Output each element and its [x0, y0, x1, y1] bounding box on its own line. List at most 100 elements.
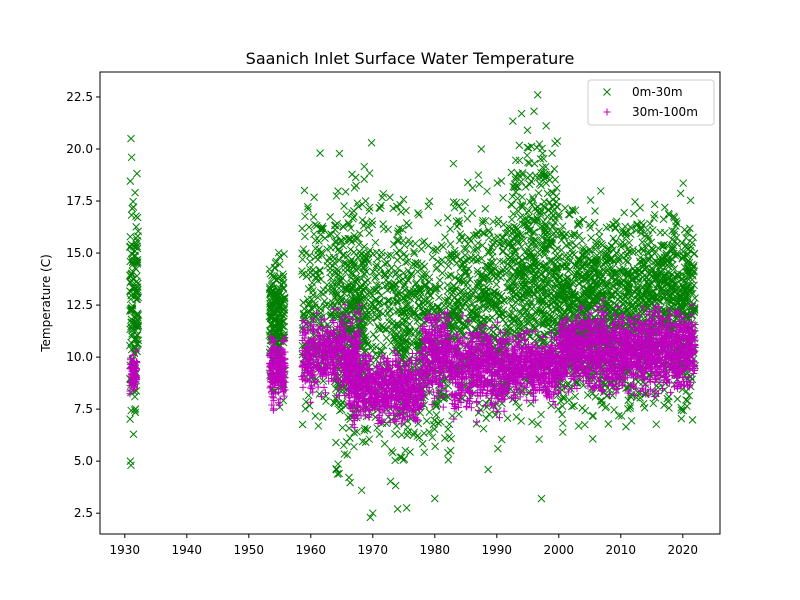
x-marker-point — [134, 340, 142, 348]
y-axis-label: Temperature (C) — [39, 254, 53, 353]
x-marker-point — [346, 301, 355, 310]
x-marker-point — [274, 302, 283, 311]
x-marker-point — [129, 257, 137, 266]
x-marker-point — [306, 257, 314, 266]
x-marker-point — [133, 340, 141, 348]
x-marker-point — [350, 442, 358, 451]
x-marker-point — [355, 229, 364, 238]
x-marker-point — [316, 266, 324, 274]
x-marker-point — [305, 251, 314, 260]
x-marker-point — [337, 236, 346, 245]
x-marker-point — [272, 328, 281, 336]
x-marker-point — [269, 286, 278, 295]
x-marker-point — [300, 186, 309, 195]
x-marker-point — [303, 202, 312, 211]
x-marker-point — [339, 241, 348, 250]
x-marker-point — [133, 286, 142, 294]
x-marker-point — [267, 305, 275, 314]
data-series-layer — [125, 91, 699, 522]
x-marker-point — [128, 283, 137, 292]
x-marker-point — [314, 319, 323, 328]
x-marker-point — [314, 247, 322, 255]
x-marker-point — [323, 320, 332, 329]
x-marker-point — [332, 192, 341, 200]
x-marker-point — [133, 213, 142, 222]
x-marker-point — [305, 223, 313, 231]
x-marker-point — [355, 240, 363, 249]
x-marker-point — [316, 267, 324, 276]
x-marker-point — [128, 250, 137, 259]
x-marker-point — [298, 420, 307, 429]
x-marker-point — [275, 252, 284, 261]
x-marker-point — [132, 277, 141, 286]
x-marker-point — [298, 249, 306, 258]
x-marker-point — [305, 301, 313, 309]
x-marker-point — [317, 226, 325, 235]
x-marker-point — [271, 259, 280, 267]
x-marker-point — [334, 187, 342, 195]
x-marker-point — [318, 222, 327, 231]
x-marker-point — [270, 274, 279, 282]
x-marker-point — [134, 227, 143, 236]
x-marker-point — [129, 430, 138, 439]
x-marker-point — [302, 249, 310, 258]
x-marker-point — [279, 279, 288, 287]
x-marker-point — [267, 313, 275, 321]
x-marker-point — [317, 224, 326, 233]
x-marker-point — [127, 211, 136, 220]
x-marker-point — [298, 224, 307, 233]
x-marker-point — [129, 203, 138, 212]
x-marker-point — [298, 270, 307, 279]
x-marker-point — [302, 397, 310, 406]
x-marker-point — [132, 234, 140, 242]
x-marker-point — [131, 408, 140, 417]
x-marker-point — [277, 280, 286, 289]
x-marker-point — [321, 302, 330, 311]
x-marker-point — [310, 193, 319, 202]
x-marker-point — [128, 304, 137, 313]
x-marker-point — [132, 265, 140, 274]
x-marker-point — [317, 275, 325, 284]
x-marker-point — [133, 236, 141, 245]
x-marker-point — [316, 305, 325, 313]
x-marker-point — [278, 322, 287, 331]
x-marker-point — [133, 316, 141, 325]
x-marker-point — [265, 265, 274, 274]
chart-title: Saanich Inlet Surface Water Temperature — [246, 49, 575, 68]
x-marker-point — [127, 291, 136, 300]
x-marker-point — [131, 188, 139, 197]
x-marker-point — [272, 315, 280, 323]
x-marker-point — [134, 321, 143, 330]
x-marker-point — [326, 213, 335, 221]
x-marker-point — [126, 272, 135, 280]
x-marker-point — [131, 405, 140, 413]
x-marker-point — [133, 242, 141, 251]
x-marker-point — [304, 285, 313, 293]
x-marker-point — [314, 422, 323, 430]
x-marker-point — [131, 392, 139, 401]
x-marker-point — [311, 220, 319, 229]
x-marker-point — [279, 312, 288, 320]
x-marker-point — [345, 220, 353, 229]
x-marker-point — [304, 391, 313, 400]
x-marker-point — [126, 177, 135, 185]
x-marker-point — [126, 232, 135, 241]
x-marker-point — [333, 219, 342, 228]
x-marker-point — [311, 412, 320, 420]
x-marker-point — [318, 413, 327, 422]
x-marker-point — [267, 282, 276, 290]
x-marker-point — [301, 232, 309, 241]
x-marker-point — [324, 286, 333, 295]
x-marker-point — [126, 415, 134, 423]
x-marker-point — [321, 234, 329, 243]
x-marker-point — [278, 276, 287, 284]
x-marker-point — [317, 320, 326, 328]
x-marker-point — [126, 325, 134, 334]
x-marker-point — [280, 250, 288, 258]
x-marker-point — [280, 309, 288, 318]
x-marker-point — [128, 330, 137, 338]
x-marker-point — [327, 230, 335, 239]
x-marker-point — [307, 295, 316, 304]
x-marker-point — [270, 272, 278, 280]
